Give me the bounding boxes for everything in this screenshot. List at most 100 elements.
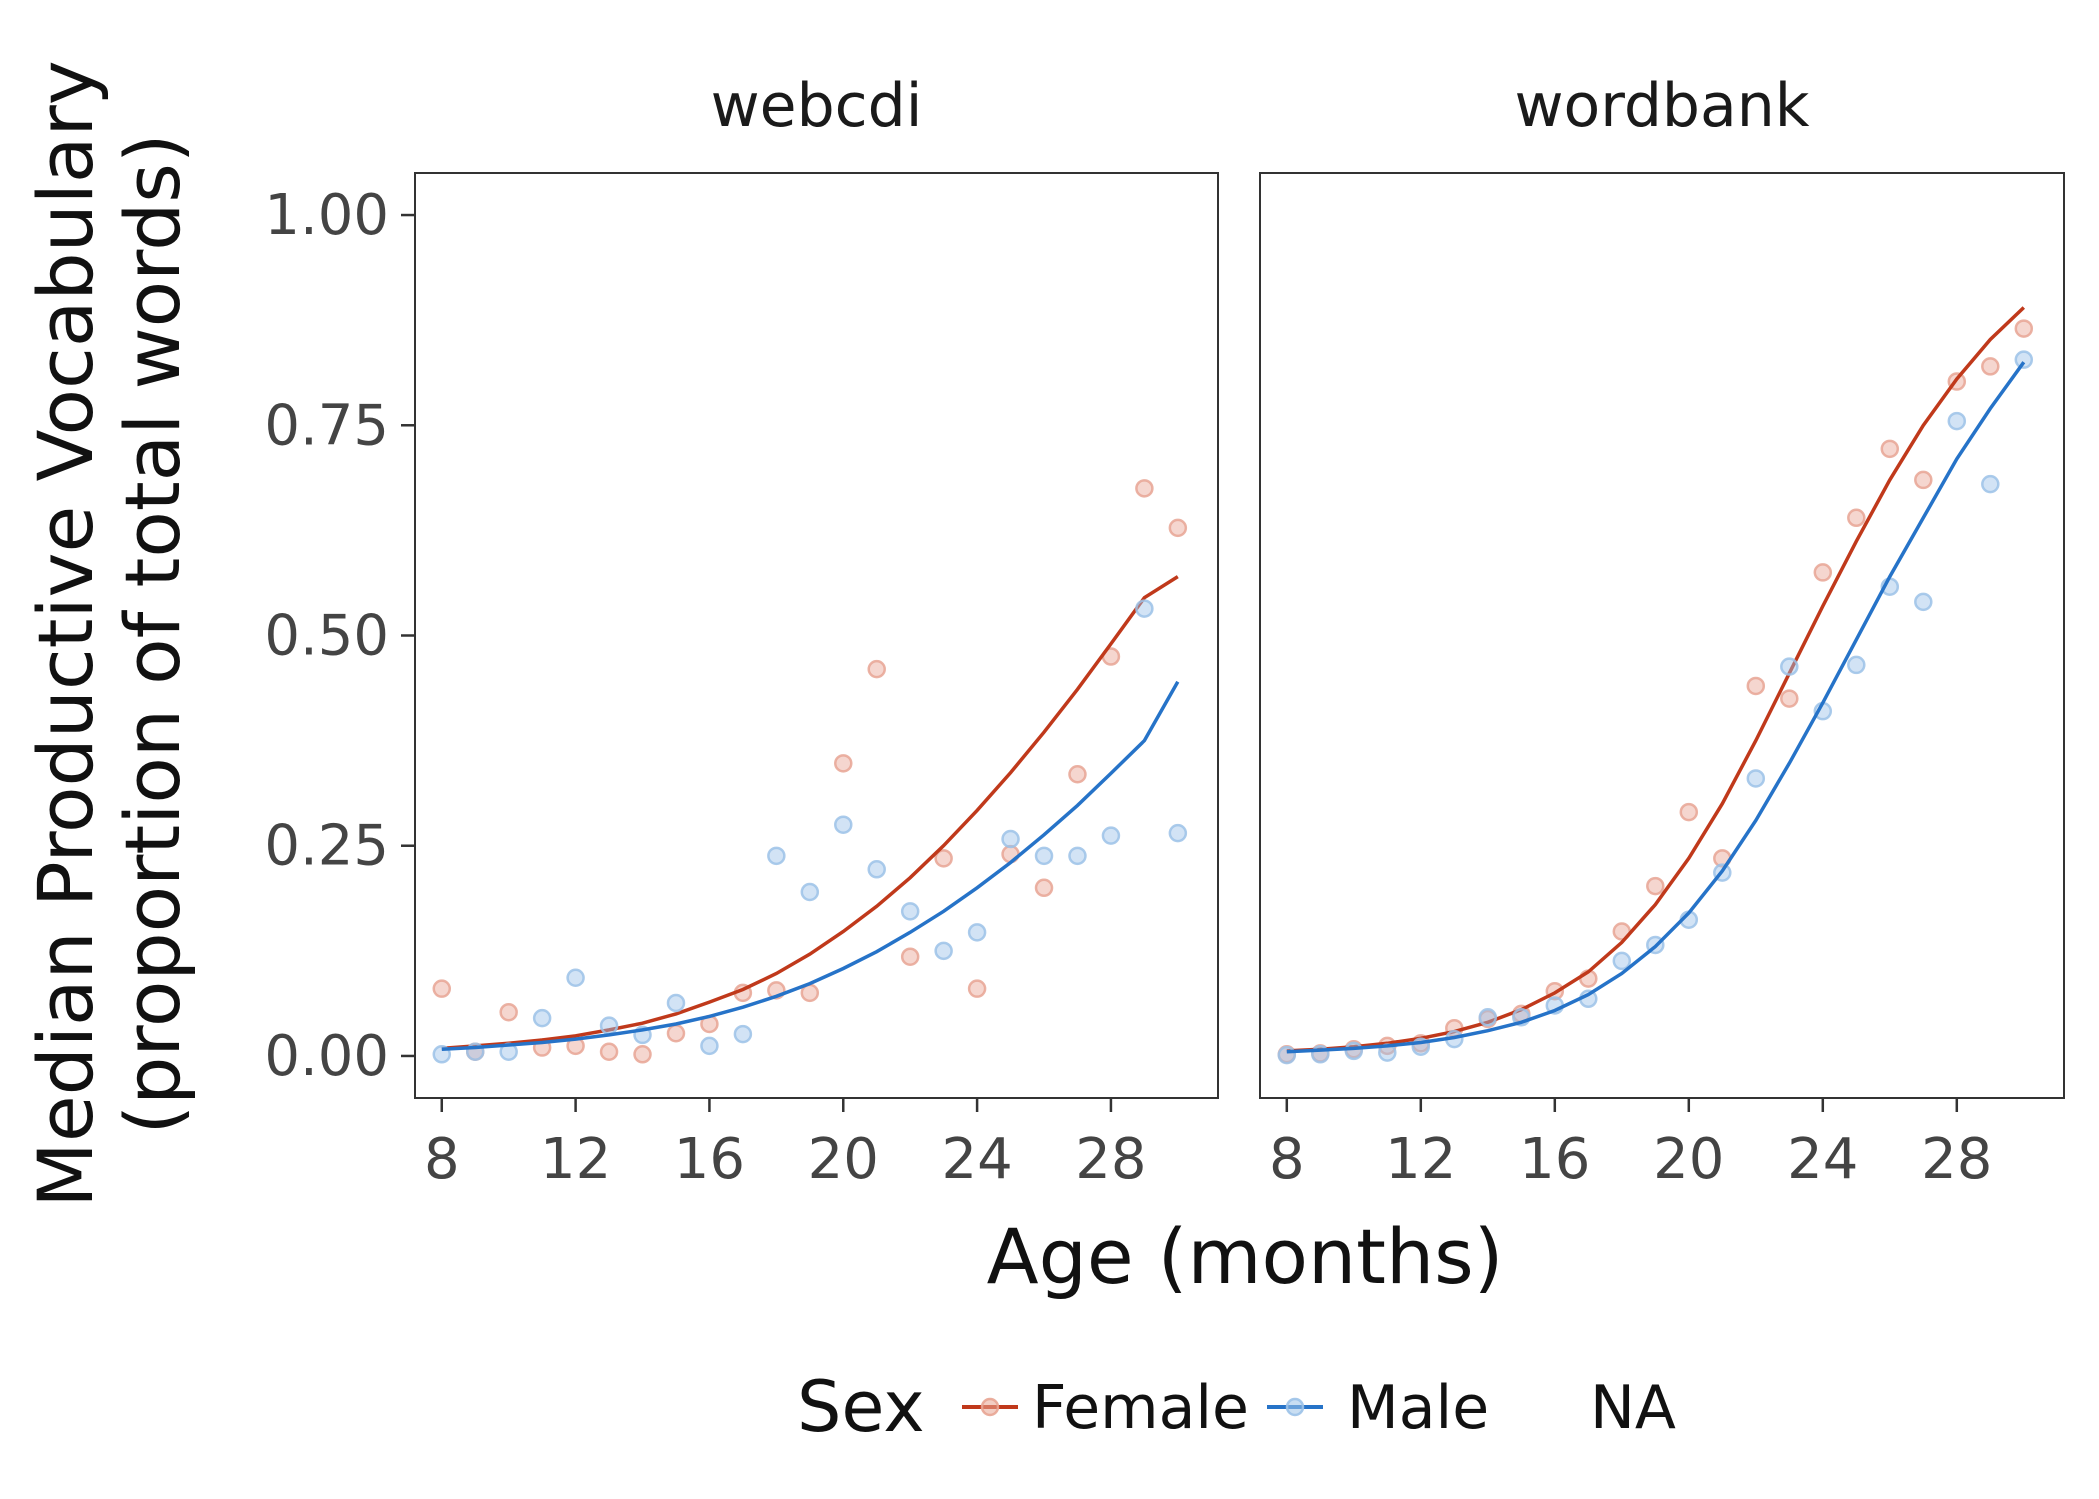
data-point-male xyxy=(700,1036,719,1056)
data-point-male xyxy=(1780,657,1799,676)
legend-label-na: NA xyxy=(1590,1373,1676,1443)
x-tick-label: 8 xyxy=(424,1127,460,1192)
legend-label-male: Male xyxy=(1347,1373,1489,1443)
y-tick-label: 0.00 xyxy=(264,1024,389,1089)
facet-panel-webcdi: webcdi 8 12 16 20 24 28 xyxy=(414,71,1219,1192)
legend-title: Sex xyxy=(797,1366,925,1448)
data-point-male xyxy=(1914,592,1933,612)
data-point-male xyxy=(834,815,853,834)
data-point-female xyxy=(867,659,886,679)
data-point-male xyxy=(867,860,886,879)
fit-line-female xyxy=(1286,306,2026,1053)
data-point-male xyxy=(1612,951,1632,971)
fit-line-male xyxy=(441,680,1180,1051)
data-point-female xyxy=(1679,802,1699,822)
data-point-female xyxy=(1780,689,1799,708)
x-axis-title: Age (months) xyxy=(987,1212,1504,1301)
data-point-male xyxy=(666,993,686,1013)
y-tick-label: 1.00 xyxy=(264,183,389,248)
x-tick-label: 12 xyxy=(540,1127,611,1192)
x-tick-label: 28 xyxy=(1921,1127,1992,1192)
x-tick-label: 28 xyxy=(1075,1127,1146,1192)
fit-line-male xyxy=(1286,361,2026,1054)
data-point-male xyxy=(1101,826,1121,845)
x-tick-label: 8 xyxy=(1269,1127,1305,1192)
legend-male-point xyxy=(1285,1397,1305,1417)
x-tick-label: 16 xyxy=(1519,1127,1590,1192)
fit-line-female xyxy=(441,575,1179,1051)
data-point-male xyxy=(1135,599,1154,618)
data-point-female xyxy=(1914,470,1933,490)
data-point-male xyxy=(733,1024,753,1044)
data-point-male xyxy=(566,968,585,987)
data-point-female xyxy=(1034,878,1054,898)
data-point-female xyxy=(1646,876,1665,896)
data-point-male xyxy=(1001,829,1020,849)
data-point-male xyxy=(1034,846,1054,866)
data-point-male xyxy=(800,882,820,902)
data-point-male xyxy=(599,1016,619,1035)
data-point-female xyxy=(1168,518,1188,538)
data-point-female xyxy=(1068,765,1087,784)
data-point-male xyxy=(1277,1045,1297,1065)
data-point-female xyxy=(1880,439,1900,459)
y-axis: 0.00 0.25 0.50 0.75 1.00 xyxy=(264,183,415,1089)
x-tick-label: 20 xyxy=(1653,1127,1724,1192)
data-point-male xyxy=(1344,1041,1364,1061)
facet-panels: webcdi 8 12 16 20 24 28 wordbank 8 12 16 20 24 28 xyxy=(414,71,2065,1192)
data-point-male xyxy=(1746,769,1766,788)
data-point-female xyxy=(666,1024,686,1043)
panel-border xyxy=(1259,172,2065,1099)
data-point-male xyxy=(2014,350,2034,369)
legend-female-point xyxy=(980,1397,1000,1417)
y-tick-label: 0.25 xyxy=(264,814,389,879)
data-point-female xyxy=(934,849,953,868)
data-point-female xyxy=(1981,357,2000,376)
facet-panel-wordbank: wordbank 8 12 16 20 24 28 xyxy=(1259,71,2065,1192)
data-point-male xyxy=(1068,846,1087,866)
y-axis-title-line-2: (proportion of total words) xyxy=(108,133,197,1134)
x-tick-label: 24 xyxy=(1787,1127,1858,1192)
y-tick-label: 0.75 xyxy=(264,393,389,458)
panel-border xyxy=(414,172,1219,1099)
series-male xyxy=(1277,350,2034,1065)
legend-key-male xyxy=(1267,1397,1323,1417)
data-point-female xyxy=(432,979,452,998)
legend: Sex Female Male NA xyxy=(797,1366,1676,1448)
x-tick-label: 24 xyxy=(941,1127,1012,1192)
data-point-female xyxy=(834,754,853,773)
data-point-male xyxy=(900,902,920,921)
x-tick-label: 20 xyxy=(808,1127,879,1192)
y-tick-label: 0.50 xyxy=(264,604,389,669)
data-point-male xyxy=(1981,474,2000,494)
data-point-male xyxy=(1478,1008,1498,1027)
legend-key-female xyxy=(962,1397,1018,1417)
x-tick-label: 12 xyxy=(1385,1127,1456,1192)
data-point-female xyxy=(499,1002,518,1022)
facet-title: webcdi xyxy=(711,71,923,141)
legend-label-female: Female xyxy=(1032,1373,1249,1443)
data-point-female xyxy=(1135,479,1154,498)
data-point-male xyxy=(934,941,953,961)
data-point-male xyxy=(1168,823,1188,843)
facet-title: wordbank xyxy=(1514,71,1809,141)
series-female xyxy=(1277,306,2034,1064)
data-point-female xyxy=(967,979,987,998)
data-point-male xyxy=(767,846,786,866)
data-point-female xyxy=(1847,508,1866,528)
data-point-female xyxy=(1813,563,1833,582)
data-point-male xyxy=(967,923,987,942)
data-point-female xyxy=(633,1045,652,1064)
data-point-male xyxy=(1847,655,1866,675)
y-axis-title-line-1: Median Productive Vocabulary xyxy=(21,60,110,1207)
data-point-female xyxy=(599,1042,619,1061)
series-male xyxy=(432,599,1188,1064)
x-tick-label: 16 xyxy=(674,1127,745,1192)
data-point-male xyxy=(532,1008,552,1028)
data-point-male xyxy=(1947,411,1967,431)
data-point-female xyxy=(1746,676,1766,696)
data-point-female xyxy=(900,947,920,966)
y-axis-title: Median Productive Vocabulary (proportion… xyxy=(21,60,197,1207)
data-point-female xyxy=(2014,319,2034,338)
